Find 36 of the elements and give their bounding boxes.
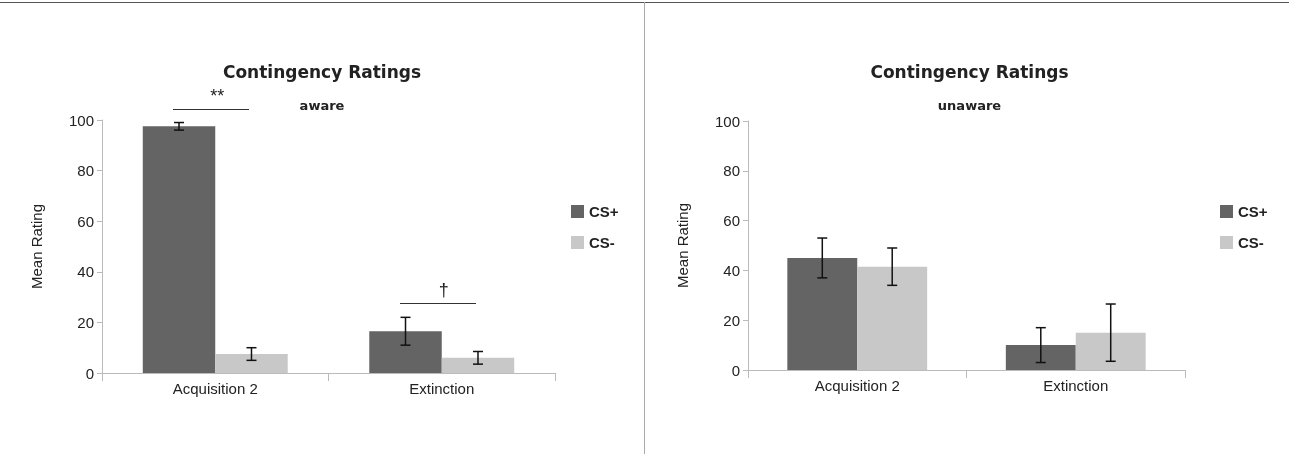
x-tick-label: Acquisition 2: [814, 377, 900, 394]
y-tick-label: 20: [723, 311, 740, 329]
y-tick-label: 60: [77, 212, 94, 230]
legend-label: CS+: [589, 203, 619, 220]
bar: [441, 357, 515, 373]
bar: [857, 266, 928, 370]
annotation: †: [438, 280, 449, 302]
chart-title: Contingency Ratings: [870, 61, 1069, 82]
y-tick-label: 60: [723, 212, 740, 230]
chart-subtitle: unaware: [937, 98, 1002, 113]
x-tick-label: Extinction: [1043, 377, 1109, 394]
y-tick-label: 100: [68, 111, 94, 129]
y-axis-title: Mean Rating: [28, 203, 45, 290]
y-tick-label: 40: [77, 263, 94, 281]
bar: [1005, 345, 1076, 370]
text: **: [210, 85, 225, 107]
y-axis-title: Mean Rating: [674, 202, 691, 289]
y-tick-label: 0: [85, 364, 94, 382]
bar: [142, 126, 216, 373]
legend-label: CS+: [1238, 203, 1268, 220]
x-tick-label: Acquisition 2: [172, 380, 258, 397]
legend-label: CS-: [589, 234, 615, 251]
chart-title: Contingency Ratings: [222, 61, 422, 82]
y-tick-label: 0: [731, 361, 740, 379]
bar: [215, 354, 288, 373]
x-tick-label: Extinction: [409, 380, 475, 397]
bar: [1075, 332, 1146, 370]
chart-subtitle: aware: [299, 98, 345, 113]
legend-label: CS-: [1238, 234, 1264, 251]
y-tick-label: 100: [714, 112, 740, 130]
bar: [369, 331, 442, 373]
bar: [787, 257, 858, 370]
y-tick-label: 80: [77, 162, 94, 180]
y-tick-label: 80: [723, 162, 740, 180]
y-tick-label: 40: [723, 261, 740, 279]
y-tick-label: 20: [77, 313, 94, 331]
